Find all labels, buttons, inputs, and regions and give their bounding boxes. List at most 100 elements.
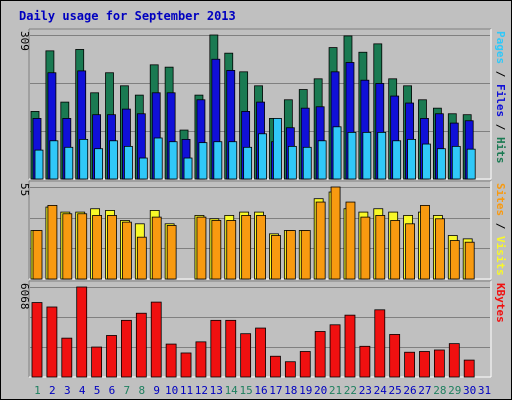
x-axis-day-label: 3 xyxy=(64,384,71,397)
sites-bar xyxy=(92,215,103,280)
kbytes-bar xyxy=(344,314,356,378)
pages-bar xyxy=(258,133,267,180)
x-axis-day-label: 5 xyxy=(94,384,101,397)
sites-bar xyxy=(375,215,386,280)
kbytes-bar xyxy=(284,361,296,378)
pages-bar xyxy=(49,140,59,180)
sites-bar xyxy=(62,213,73,280)
pages-bar xyxy=(436,148,446,180)
x-axis-day-label: 11 xyxy=(180,384,193,397)
pages-bar xyxy=(79,138,89,180)
kbytes-bar xyxy=(165,343,177,378)
pages-bar xyxy=(153,137,163,180)
pages-bar xyxy=(392,140,402,180)
legend-item: / xyxy=(494,64,507,84)
kbytes-bar xyxy=(299,351,311,378)
sites-bar xyxy=(360,216,371,280)
x-axis-day-label: 19 xyxy=(299,384,312,397)
panel-0-legend: Pages / Files / Hits xyxy=(494,31,507,164)
x-axis-day-label: 31 xyxy=(478,384,491,397)
kbytes-bar xyxy=(329,324,341,378)
pages-bar xyxy=(198,142,208,180)
sites-bar xyxy=(405,223,415,280)
x-axis-day-label: 23 xyxy=(359,384,372,397)
sites-bar xyxy=(241,215,252,280)
kbytes-bar xyxy=(374,309,386,378)
kbytes-bar xyxy=(270,355,281,378)
pages-bar xyxy=(466,148,476,180)
x-axis-day-label: 17 xyxy=(269,384,282,397)
sites-bar xyxy=(271,235,281,280)
pages-bar xyxy=(109,140,118,180)
sites-bar xyxy=(434,218,445,280)
kbytes-bar xyxy=(389,334,401,378)
pages-bar xyxy=(317,140,327,180)
kbytes-bar xyxy=(46,306,58,378)
pages-bar xyxy=(273,118,282,180)
pages-bar xyxy=(332,126,342,180)
panel-2-legend: KBytes xyxy=(494,283,507,323)
x-axis-day-label: 24 xyxy=(374,384,388,397)
kbytes-bar xyxy=(255,327,266,378)
x-axis-day-label: 26 xyxy=(403,384,416,397)
kbytes-bar xyxy=(314,331,326,378)
legend-item: Hits xyxy=(494,137,507,164)
sites-bar xyxy=(420,204,430,280)
sites-bar xyxy=(300,230,311,280)
x-axis-day-label: 20 xyxy=(314,384,327,397)
x-axis-day-label: 29 xyxy=(448,384,461,397)
legend-item: / xyxy=(494,117,507,137)
pages-bar xyxy=(287,145,297,180)
sites-bar xyxy=(449,240,460,280)
sites-bar xyxy=(211,220,222,280)
sites-bar xyxy=(345,201,356,280)
x-axis-day-label: 22 xyxy=(344,384,357,397)
sites-bar xyxy=(390,220,401,280)
x-axis-day-label: 7 xyxy=(124,384,131,397)
x-axis-day-label: 30 xyxy=(463,384,476,397)
pages-bar xyxy=(168,141,178,180)
sites-bar xyxy=(256,215,266,280)
pages-bar xyxy=(124,145,133,180)
pages-bar xyxy=(377,131,387,180)
sites-bar xyxy=(122,221,132,280)
legend-item: Files xyxy=(494,84,507,117)
kbytes-bar xyxy=(419,351,430,378)
x-axis-day-label: 2 xyxy=(49,384,56,397)
pages-bar xyxy=(243,146,253,180)
x-axis-day-label: 28 xyxy=(433,384,446,397)
x-axis-day-label: 13 xyxy=(210,384,223,397)
x-axis-day-label: 6 xyxy=(109,384,116,397)
kbytes-bar xyxy=(463,359,475,378)
x-axis-day-label: 8 xyxy=(138,384,145,397)
pages-bar xyxy=(34,149,44,180)
kbytes-bar xyxy=(150,301,162,378)
chart-title: Daily usage for September 2013 xyxy=(19,9,236,23)
sites-bar xyxy=(166,225,177,280)
x-axis-day-label: 1 xyxy=(34,384,41,397)
kbytes-bar xyxy=(121,319,132,378)
sites-bar xyxy=(315,201,326,280)
pages-bar xyxy=(64,146,74,180)
pages-bar xyxy=(228,141,238,180)
kbytes-bar xyxy=(448,343,460,378)
kbytes-bar xyxy=(106,335,117,378)
legend-item: Visits xyxy=(494,236,507,276)
pages-bar xyxy=(302,146,312,180)
x-axis-day-label: 25 xyxy=(389,384,402,397)
panel-2-ymax-label: 6068 xyxy=(18,283,31,310)
x-axis-day-label: 4 xyxy=(79,384,86,397)
sites-bar xyxy=(47,204,58,280)
x-axis-day-label: 18 xyxy=(284,384,297,397)
x-axis-day-label: 15 xyxy=(239,384,252,397)
x-axis-day-label: 21 xyxy=(329,384,342,397)
x-axis-day-label: 9 xyxy=(153,384,160,397)
kbytes-bar xyxy=(359,345,371,378)
x-axis-day-label: 10 xyxy=(165,384,178,397)
sites-bar xyxy=(136,236,147,280)
legend-item: Pages xyxy=(494,31,507,64)
kbytes-bar xyxy=(225,319,237,378)
sites-bar xyxy=(226,220,237,280)
